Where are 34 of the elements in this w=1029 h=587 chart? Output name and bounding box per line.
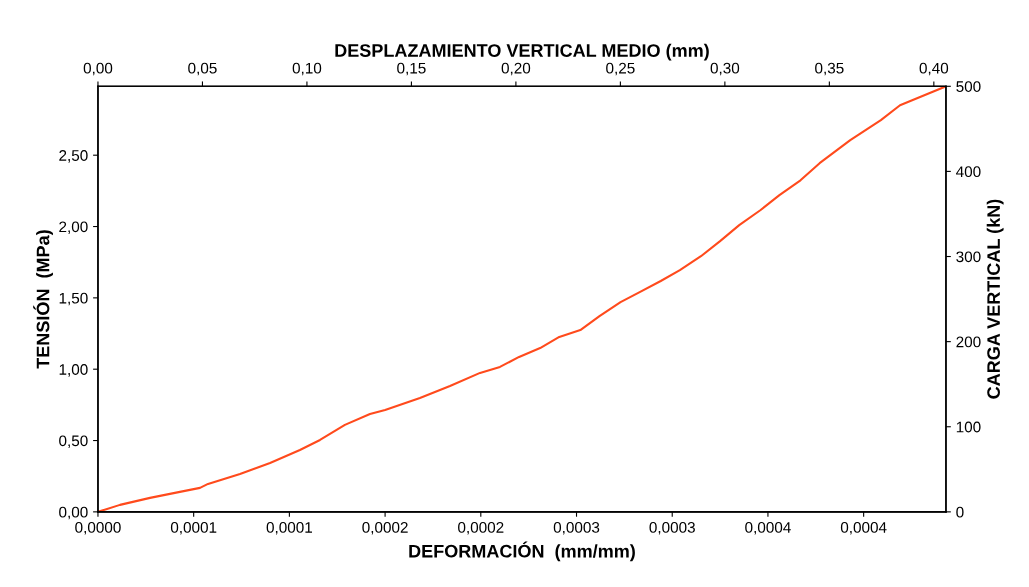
x2-tick-label: 0,15 [397,62,426,76]
y-axis-title: TENSIÓN (MPa) [33,230,53,369]
x2-tick-label: 0,25 [606,62,635,76]
x2-tick-label: 0,35 [815,62,844,76]
x-tick-label: 0,0001 [170,521,217,535]
y2-tick-label: 0 [956,506,964,518]
y2-tick-label: 500 [956,81,981,92]
x-tick-label: 0,0002 [362,521,408,535]
x-tick-label: 0,0000 [75,521,121,535]
y-tick-label: 1,50 [59,292,88,306]
y-tick-label: 1,00 [59,364,88,377]
y-tick-label: 0,00 [59,506,88,520]
x-tick-label: 0,0002 [458,521,504,535]
y2-tick-label: 100 [956,421,981,433]
y-tick-label: 2,00 [59,221,88,235]
x2-axis-title: DESPLAZAMIENTO VERTICAL MEDIO (mm) [335,43,709,61]
x-axis-title: DEFORMACIÓN (mm/mm) [409,541,635,562]
x2-tick-label: 0,05 [188,62,217,76]
x-tick-label: 0,0004 [840,521,887,535]
x2-tick-label: 0,00 [83,62,113,76]
y2-tick-label: 200 [956,336,981,348]
x-tick-label: 0,0003 [553,521,600,535]
x2-tick-label: 0,20 [501,62,531,76]
y2-tick-label: 300 [956,251,981,263]
x-tick-label: 0,0003 [649,521,695,535]
x-tick-label: 0,0004 [745,521,791,535]
x2-tick-label: 0,40 [919,62,949,76]
y-tick-label: 2,50 [59,150,88,163]
x-tick-label: 0,0001 [266,521,312,535]
y2-axis-title: CARGA VERTICAL (kN) [986,199,1004,399]
y-tick-label: 0,50 [59,435,88,449]
x2-tick-label: 0,30 [710,62,740,76]
x2-tick-label: 0,10 [292,62,322,76]
y2-tick-label: 400 [956,166,981,178]
